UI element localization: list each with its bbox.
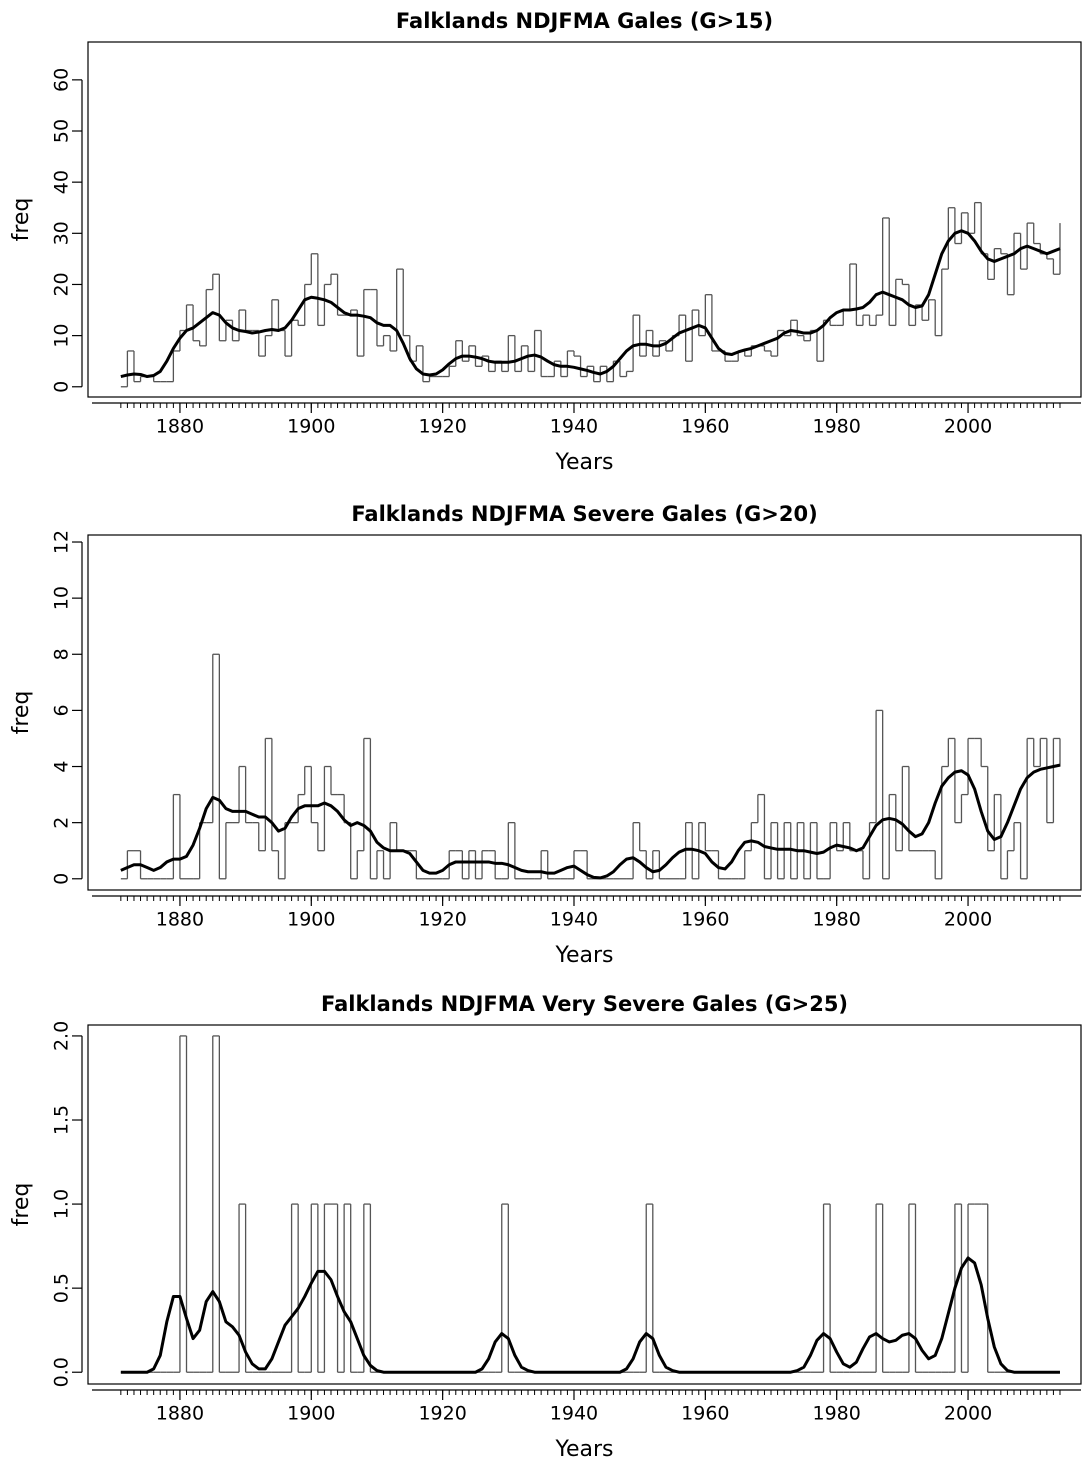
- x-tick-label: 1960: [681, 416, 729, 438]
- y-tick-label: 4: [51, 760, 73, 772]
- y-tick-label: 30: [51, 221, 73, 245]
- y-axis-title: freq: [9, 691, 34, 735]
- x-tick-label: 1960: [681, 909, 729, 931]
- chart-title: Falklands NDJFMA Very Severe Gales (G>25…: [321, 992, 848, 1016]
- y-tick-label: 10: [51, 586, 73, 610]
- plot-frame: [87, 1024, 1082, 1385]
- y-tick-label: 0: [51, 873, 73, 885]
- y-tick-label: 60: [51, 68, 73, 92]
- x-axis-title: Years: [554, 1437, 613, 1461]
- y-tick-label: 20: [51, 272, 73, 296]
- smooth-line: [120, 229, 1061, 379]
- x-tick-label: 1980: [813, 1403, 861, 1425]
- chart-title: Falklands NDJFMA Severe Gales (G>20): [351, 502, 817, 526]
- x-tick-label: 1920: [418, 416, 466, 438]
- x-tick-label: 1940: [550, 1403, 598, 1425]
- y-tick-label: 0.5: [51, 1273, 73, 1303]
- smooth-line: [120, 763, 1061, 880]
- smooth-line: [120, 1256, 1060, 1374]
- x-tick-label: 1900: [287, 416, 335, 438]
- x-tick-label: 1940: [550, 909, 598, 931]
- x-tick-label: 2000: [944, 416, 992, 438]
- x-axis-title: Years: [554, 943, 613, 968]
- y-tick-label: 0.0: [51, 1357, 73, 1387]
- plot-frame: [87, 534, 1082, 891]
- x-tick-label: 1880: [156, 909, 204, 931]
- x-axis-title: Years: [554, 450, 613, 475]
- y-tick-label: 1.0: [51, 1189, 73, 1219]
- x-tick-label: 1920: [418, 1403, 466, 1425]
- x-tick-label: 1980: [813, 909, 861, 931]
- y-tick-label: 12: [51, 530, 73, 554]
- y-tick-label: 8: [51, 648, 73, 660]
- x-tick-label: 2000: [944, 909, 992, 931]
- y-tick-label: 40: [51, 170, 73, 194]
- y-axis-title: freq: [9, 198, 34, 242]
- x-tick-label: 1920: [418, 909, 466, 931]
- x-tick-label: 1880: [156, 1403, 204, 1425]
- x-tick-label: 1880: [156, 416, 204, 438]
- y-tick-label: 2: [51, 817, 73, 829]
- chart-title: Falklands NDJFMA Gales (G>15): [396, 9, 773, 33]
- x-tick-label: 1960: [681, 1403, 729, 1425]
- plot-frame: [87, 41, 1082, 398]
- y-tick-label: 0: [51, 381, 73, 393]
- y-axis-title: freq: [9, 1183, 34, 1227]
- y-tick-label: 50: [51, 119, 73, 143]
- x-tick-label: 1900: [287, 1403, 335, 1425]
- x-tick-label: 1940: [550, 416, 598, 438]
- y-tick-label: 2.0: [51, 1021, 73, 1051]
- x-tick-label: 2000: [944, 1403, 992, 1425]
- x-tick-label: 1980: [813, 416, 861, 438]
- y-tick-label: 1.5: [51, 1105, 73, 1135]
- y-tick-label: 10: [51, 324, 73, 348]
- y-tick-label: 6: [51, 704, 73, 716]
- x-tick-label: 1900: [287, 909, 335, 931]
